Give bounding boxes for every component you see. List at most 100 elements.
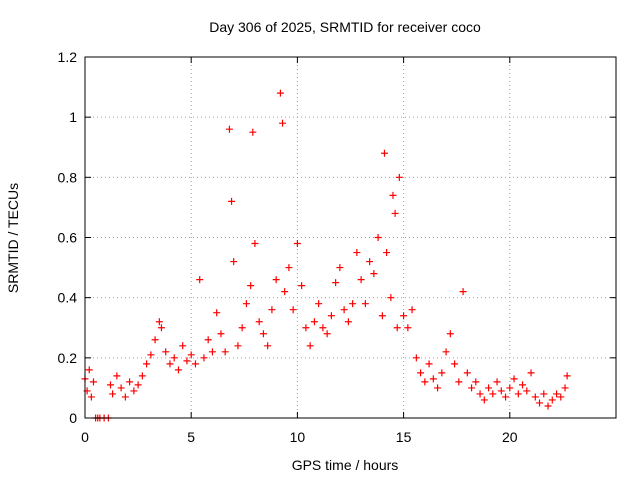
data-point xyxy=(366,258,374,266)
data-point xyxy=(183,357,191,365)
y-tick-label: 0.2 xyxy=(58,350,78,366)
data-point xyxy=(361,300,369,308)
data-point xyxy=(230,258,238,266)
data-point xyxy=(264,342,272,350)
data-point xyxy=(400,312,408,320)
y-tick-label: 0 xyxy=(69,410,77,426)
data-point xyxy=(221,348,229,356)
data-point xyxy=(544,402,552,410)
data-point xyxy=(497,387,505,395)
data-point xyxy=(393,324,401,332)
data-point xyxy=(225,125,233,133)
data-point xyxy=(323,330,331,338)
data-points xyxy=(81,89,571,422)
data-point xyxy=(536,399,544,407)
data-point xyxy=(228,197,236,205)
data-point xyxy=(298,282,306,290)
data-point xyxy=(417,369,425,377)
plot-frame xyxy=(84,56,617,419)
data-point xyxy=(506,384,514,392)
data-point xyxy=(438,369,446,377)
data-point xyxy=(306,342,314,350)
data-point xyxy=(408,306,416,314)
data-point xyxy=(327,312,335,320)
data-point xyxy=(155,318,163,326)
data-point xyxy=(279,119,287,127)
y-tick-labels: 0 0.2 0.4 0.6 0.8 1 1.2 xyxy=(58,49,78,426)
data-point xyxy=(259,330,267,338)
data-point xyxy=(174,366,182,374)
data-point xyxy=(147,351,155,359)
data-point xyxy=(378,312,386,320)
data-point xyxy=(293,240,301,248)
y-tick-label: 1 xyxy=(69,109,77,125)
data-point xyxy=(162,348,170,356)
data-point xyxy=(349,300,357,308)
data-point xyxy=(187,351,195,359)
data-point xyxy=(463,369,471,377)
data-point xyxy=(109,390,117,398)
x-tick-label: 15 xyxy=(396,429,412,445)
data-point xyxy=(196,276,204,284)
data-point xyxy=(126,378,134,386)
data-point xyxy=(370,270,378,278)
data-point xyxy=(480,396,488,404)
y-axis-label: SRMTID / TECUs xyxy=(5,183,21,293)
data-point xyxy=(557,393,565,401)
data-point xyxy=(374,234,382,241)
data-point xyxy=(353,249,361,257)
data-point xyxy=(357,276,365,284)
data-point xyxy=(404,324,412,332)
data-point xyxy=(242,300,250,308)
data-point xyxy=(425,360,433,368)
data-point xyxy=(255,318,263,326)
data-point xyxy=(217,330,225,338)
data-point xyxy=(143,360,151,368)
data-point xyxy=(434,384,442,392)
data-point xyxy=(468,384,476,392)
y-tick-label: 0.8 xyxy=(58,169,78,185)
data-point xyxy=(561,384,569,392)
data-point xyxy=(157,324,165,332)
data-point xyxy=(89,378,97,386)
data-point xyxy=(179,342,187,350)
data-point xyxy=(87,393,95,401)
data-point xyxy=(332,279,340,287)
data-point xyxy=(459,288,467,296)
data-point xyxy=(389,191,397,199)
data-point xyxy=(234,342,242,350)
data-point xyxy=(191,360,199,368)
data-point xyxy=(247,282,255,290)
data-point xyxy=(289,306,297,314)
data-point xyxy=(523,387,531,395)
x-tick-label: 5 xyxy=(187,429,195,445)
data-point xyxy=(387,294,395,302)
x-axis-label: GPS time / hours xyxy=(292,457,399,473)
data-point xyxy=(391,209,399,217)
data-point xyxy=(527,369,535,377)
chart-title: Day 306 of 2025, SRMTID for receiver coc… xyxy=(209,19,481,35)
data-point xyxy=(531,393,539,401)
x-tick-labels: 0 5 10 15 20 xyxy=(81,429,518,445)
data-point xyxy=(563,372,571,380)
data-point xyxy=(121,393,129,401)
data-point xyxy=(340,306,348,314)
data-point xyxy=(442,348,450,356)
data-point xyxy=(395,173,403,181)
data-point xyxy=(476,390,484,398)
data-point xyxy=(485,384,493,392)
data-point xyxy=(249,128,257,136)
x-tick-label: 10 xyxy=(290,429,306,445)
axis-ticks xyxy=(84,56,616,419)
x-tick-label: 20 xyxy=(502,429,518,445)
data-point xyxy=(455,378,463,386)
data-point xyxy=(208,348,216,356)
data-point xyxy=(446,330,454,338)
data-point xyxy=(134,381,142,389)
data-point xyxy=(170,354,178,362)
data-point xyxy=(429,375,437,383)
data-point xyxy=(383,249,391,257)
data-point xyxy=(285,264,293,272)
grid-lines xyxy=(85,57,616,418)
